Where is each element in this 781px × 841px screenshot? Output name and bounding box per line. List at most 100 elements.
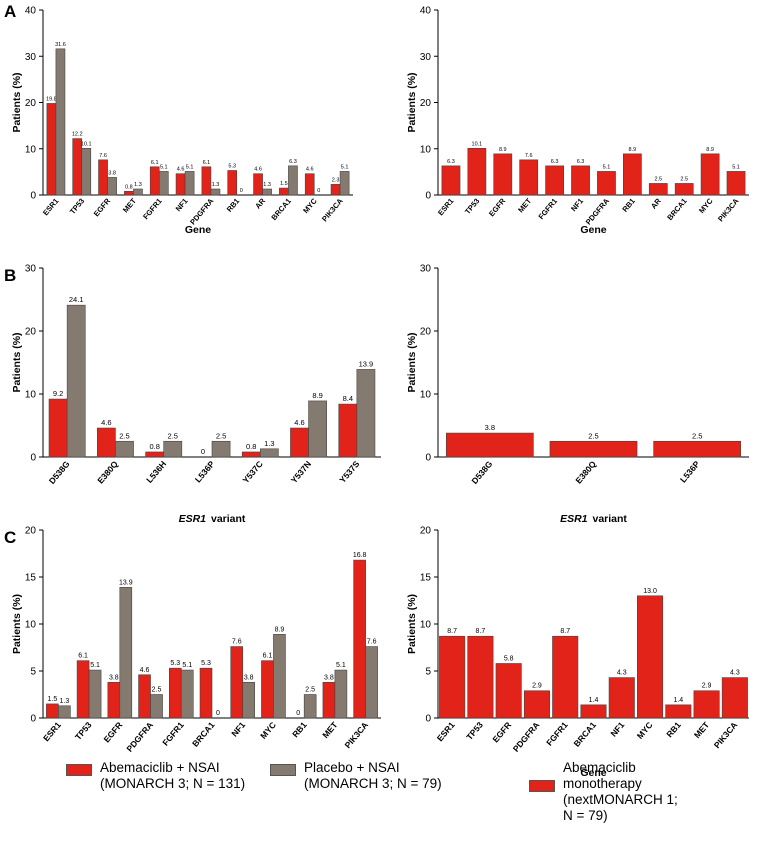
panel-label: A: [4, 2, 16, 21]
x-tick-label: FGFR1: [141, 197, 164, 222]
data-label: 1.4: [673, 697, 683, 704]
legend-item-abemaciclib-nsai: Abemaciclib + NSAI (MONARCH 3; N = 131): [66, 760, 245, 792]
data-label: 6.1: [151, 160, 159, 166]
bar-gray-y537n: [308, 400, 327, 458]
bar-red-egfr: [107, 681, 121, 719]
data-label: 0: [317, 188, 320, 194]
data-label: 6.1: [263, 653, 273, 660]
bar-red-pik3ca: [330, 184, 341, 196]
bar-gray-l536h: [163, 440, 183, 458]
x-tick-label: D538G: [469, 459, 494, 486]
bar-gray-fgfr1: [180, 669, 194, 719]
y-tick-label: 10: [420, 620, 432, 631]
data-label: 6.1: [203, 160, 211, 166]
bar-red-pdgfra: [138, 674, 151, 719]
x-axis-label: Gene: [580, 224, 606, 236]
bar-red-e380q: [549, 440, 638, 458]
legend-swatch-red: [529, 780, 555, 792]
bar-red-egfr: [493, 153, 513, 196]
bar-gray-pdgfra: [150, 694, 163, 719]
x-tick-label: MET: [320, 719, 340, 740]
bar-red-myc: [700, 153, 720, 196]
data-label: 2.5: [680, 176, 688, 182]
data-label: 1.5: [48, 696, 58, 703]
y-tick-label: 5: [30, 667, 36, 678]
bar-gray-myc: [273, 634, 286, 719]
data-label: 0: [201, 447, 205, 456]
y-tick-label: 10: [420, 390, 432, 401]
bar-gray-egfr: [107, 177, 117, 196]
y-axis-label: Patients (%): [11, 594, 23, 654]
y-axis-label: Patients (%): [406, 72, 418, 132]
data-label: 6.3: [551, 159, 559, 165]
bar-red-met: [519, 159, 539, 196]
y-tick-label: 10: [25, 390, 37, 401]
x-tick-label: PIK3CA: [342, 720, 370, 750]
chart-panel-b-left: B 0 10 20 30 Patients (%) 9.2 24.1 D538G 4.6 2.5 E3…: [4, 264, 381, 525]
data-label: 1.3: [59, 698, 69, 705]
x-tick-label: RB1: [620, 197, 637, 214]
legend-swatch-gray: [270, 764, 296, 776]
bar-red-d538g: [48, 398, 68, 458]
bar-gray-nf1: [184, 171, 195, 196]
bar-red-fgfr1: [168, 667, 182, 719]
bar-gray-esr1: [58, 705, 71, 719]
x-tick-label: MYC: [697, 196, 715, 215]
y-tick-label: 30: [420, 52, 432, 63]
x-tick-label: AR: [253, 196, 267, 211]
data-label: 2.3: [332, 177, 340, 183]
y-axis-label: Patients (%): [406, 594, 418, 654]
data-label: 2.5: [588, 431, 598, 440]
bar-red-met: [322, 681, 336, 719]
x-tick-label: Y537N: [289, 459, 313, 485]
x-tick-label: RB1: [290, 720, 309, 740]
bar-red-y537s: [338, 403, 358, 458]
y-axis-label: Patients (%): [11, 72, 23, 132]
data-label: 5.1: [160, 164, 168, 170]
bar-gray-rb1: [303, 694, 317, 719]
x-tick-label: EGFR: [92, 196, 113, 218]
y-tick-label: 0: [425, 453, 431, 464]
bar-red-pik3ca: [721, 677, 748, 719]
data-label: 9.2: [53, 389, 63, 398]
bar-red-myc: [261, 660, 274, 719]
data-label: 2.5: [152, 687, 162, 694]
bar-gray-pik3ca: [365, 646, 378, 719]
bar-gray-d538g: [66, 304, 86, 458]
x-tick-label: MYC: [635, 720, 655, 741]
data-label: 6.3: [289, 159, 297, 165]
x-tick-label: BRCA1: [572, 720, 599, 749]
y-tick-label: 10: [25, 144, 37, 155]
data-label: 3.8: [485, 423, 495, 432]
bar-gray-pdgfra: [210, 188, 221, 196]
x-tick-label: Y537S: [337, 459, 361, 485]
data-label: 2.5: [692, 431, 702, 440]
data-label: 2.9: [532, 683, 542, 690]
bar-red-y537c: [241, 451, 261, 458]
bar-red-fgfr1: [545, 165, 564, 196]
x-axis-label-text: variant: [211, 513, 246, 525]
data-label: 8.7: [447, 628, 457, 635]
x-tick-label: D538G: [47, 459, 72, 486]
bar-red-nf1: [175, 173, 186, 196]
legend-label: Placebo + NSAI: [304, 760, 400, 775]
x-tick-label: BRCA1: [665, 197, 689, 223]
x-tick-label: BRCA1: [269, 197, 293, 223]
data-label: 13.9: [119, 579, 133, 586]
data-label: 8.7: [476, 628, 486, 635]
data-label: 5.1: [186, 164, 194, 170]
x-axis-label: ESR1 variant: [179, 513, 246, 525]
y-tick-label: 30: [420, 264, 432, 275]
data-label: 8.9: [499, 147, 507, 153]
bar-red-rb1: [623, 153, 642, 196]
bar-red-l536h: [145, 451, 165, 458]
y-tick-label: 20: [420, 526, 432, 537]
bar-red-esr1: [441, 165, 461, 196]
data-label: 24.1: [69, 295, 84, 304]
bar-gray-tp53: [88, 669, 102, 719]
y-tick-label: 0: [30, 453, 36, 464]
bar-red-rb1: [227, 170, 238, 196]
bar-red-brca1: [279, 187, 289, 196]
x-tick-label: TP53: [68, 197, 86, 217]
data-label: 8.9: [275, 626, 285, 633]
